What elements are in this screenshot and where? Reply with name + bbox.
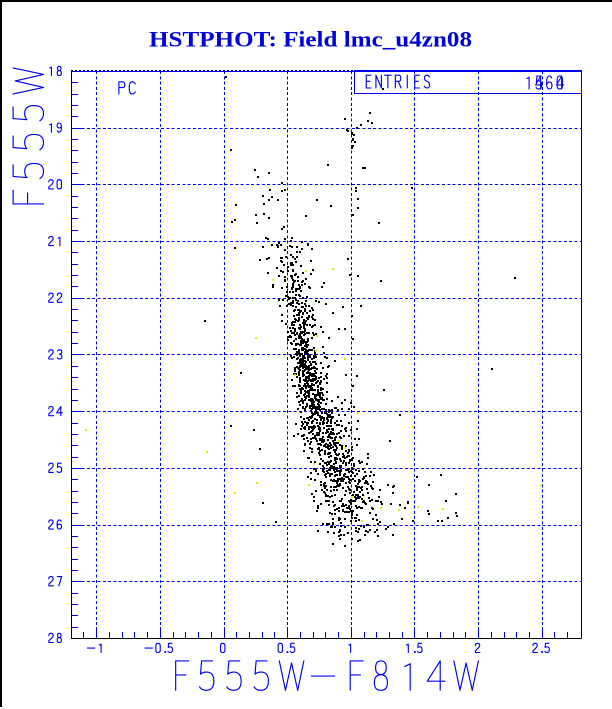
svg-text:HSTPHOT: Field lmc_u4zn08: HSTPHOT: Field lmc_u4zn08 [149,27,472,52]
